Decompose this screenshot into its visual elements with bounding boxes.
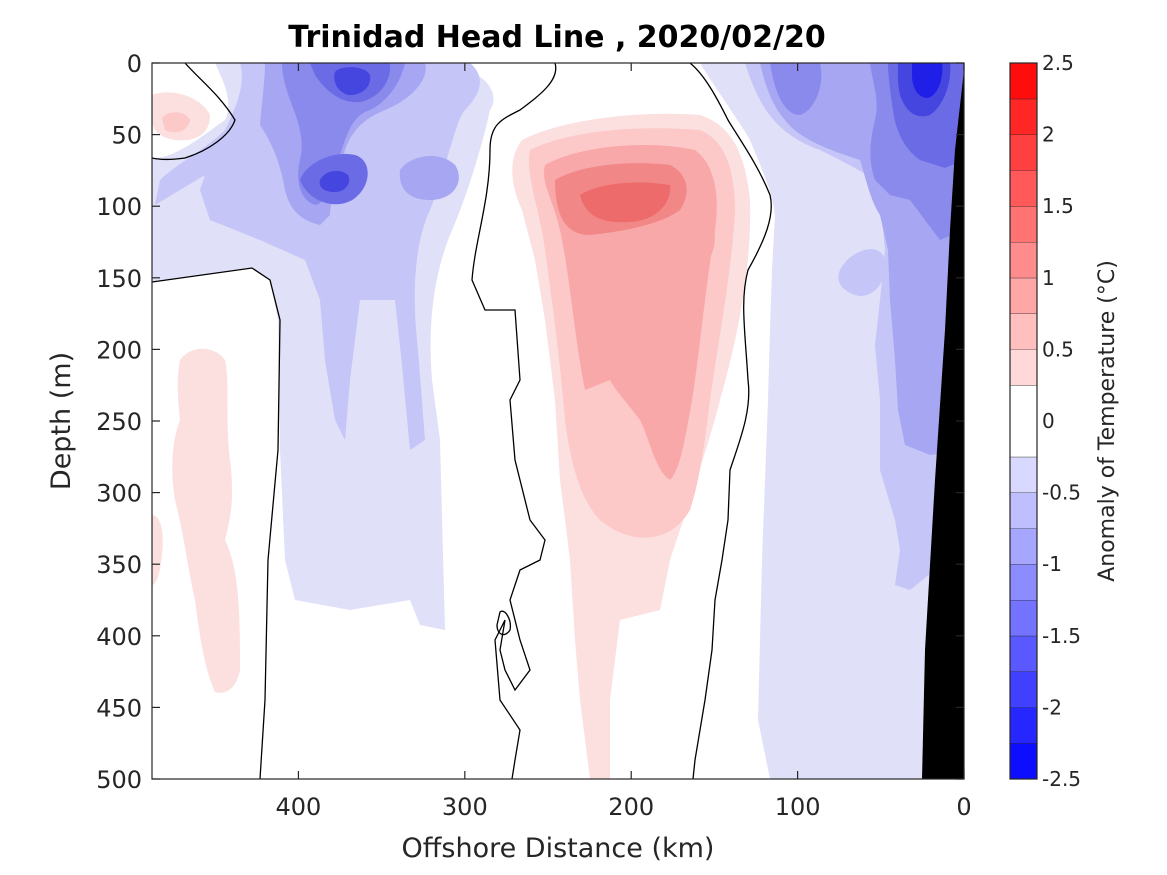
colorbar-band <box>1010 170 1037 207</box>
colorbar-band <box>1010 564 1037 600</box>
y-tick-label: 100 <box>96 193 142 221</box>
nearshore-cold-level7 <box>912 63 943 98</box>
colorbar-tick-label: -1.5 <box>1042 624 1081 648</box>
colorbar-band <box>1010 63 1037 99</box>
colorbar-tick-label: 0.5 <box>1042 337 1074 361</box>
y-axis-label: Depth (m) <box>46 352 77 490</box>
zero-contour-center-right <box>640 63 772 779</box>
colorbar-tick-label: 1.5 <box>1042 194 1074 218</box>
colorbar-band <box>1010 743 1037 779</box>
cold-contour-level6 <box>319 170 350 192</box>
x-tick-label: 0 <box>956 793 971 821</box>
y-tick-label: 350 <box>96 551 142 579</box>
warm-contour-level5 <box>580 182 671 223</box>
colorbar-band <box>1010 242 1037 278</box>
colorbar-band <box>1010 385 1037 457</box>
colorbar: 2.5 2 1.5 1 0.5 0 -0.5 -1 -1.5 -2 -2.5 <box>1009 51 1081 791</box>
y-tick-label: 450 <box>96 694 142 722</box>
x-tick-label: 300 <box>442 793 488 821</box>
y-tick-label: 50 <box>111 122 142 150</box>
warm-patch-left <box>172 348 240 693</box>
x-axis-label: Offshore Distance (km) <box>402 833 715 864</box>
cold-contour-level3b <box>399 155 459 200</box>
colorbar-tick-label: 0 <box>1042 409 1055 433</box>
colorbar-band <box>1010 98 1037 135</box>
bathymetry <box>922 70 964 779</box>
colorbar-tick-label: 1 <box>1042 266 1055 290</box>
colorbar-tick-label: -0.5 <box>1042 481 1081 505</box>
colorbar-band <box>1010 349 1037 386</box>
warm-patch-left-top-core <box>162 112 190 133</box>
cold-contour-level6b <box>334 67 371 96</box>
colorbar-band <box>1010 671 1037 708</box>
zero-contours <box>152 63 772 779</box>
colorbar-band <box>1010 635 1037 672</box>
y-tick-label: 0 <box>127 50 142 78</box>
y-axis: 0 50 100 150 200 250 300 350 400 450 500 <box>96 50 964 794</box>
y-tick-label: 300 <box>96 480 142 508</box>
nearshore-cold-level4 <box>770 63 822 115</box>
y-tick-label: 250 <box>96 408 142 436</box>
x-tick-label: 200 <box>608 793 654 821</box>
colorbar-tick-label: -1 <box>1042 552 1062 576</box>
x-tick-label: 100 <box>775 793 821 821</box>
y-tick-label: 150 <box>96 265 142 293</box>
warm-patch-left-edge <box>152 515 163 585</box>
colorbar-band <box>1010 277 1037 314</box>
colorbar-frame <box>1009 62 1038 780</box>
zero-contour-small-loop <box>496 610 511 636</box>
colorbar-tick-label: -2 <box>1042 695 1062 719</box>
nearshore-cold-level2b <box>838 249 886 296</box>
colorbar-band <box>1010 313 1037 350</box>
colorbar-label: Anomaly of Temperature (°C) <box>1095 260 1120 582</box>
zero-contour-center-left <box>471 63 557 779</box>
colorbar-tick-label: 2.5 <box>1042 51 1074 75</box>
colorbar-band <box>1010 528 1037 565</box>
colorbar-band <box>1010 492 1037 529</box>
x-tick-label: 400 <box>276 793 322 821</box>
y-tick-label: 400 <box>96 623 142 651</box>
chart-title: Trinidad Head Line , 2020/02/20 <box>288 20 825 55</box>
plot-area <box>151 62 965 780</box>
cold-contour-level2 <box>155 63 480 450</box>
x-axis: 400 300 200 100 0 <box>276 63 972 821</box>
colorbar-tick-label: 2 <box>1042 123 1055 147</box>
colorbar-band <box>1010 134 1037 171</box>
y-tick-label: 200 <box>96 336 142 364</box>
colorbar-band <box>1010 206 1037 242</box>
colorbar-band <box>1010 600 1037 636</box>
colorbar-tick-label: -2.5 <box>1042 767 1081 791</box>
y-tick-label: 500 <box>96 766 142 794</box>
colorbar-band <box>1010 456 1037 493</box>
zero-contour-topleft <box>152 63 236 161</box>
colorbar-band <box>1010 707 1037 744</box>
warm-contour-level3b <box>688 228 715 270</box>
zero-contour-left <box>152 267 281 779</box>
